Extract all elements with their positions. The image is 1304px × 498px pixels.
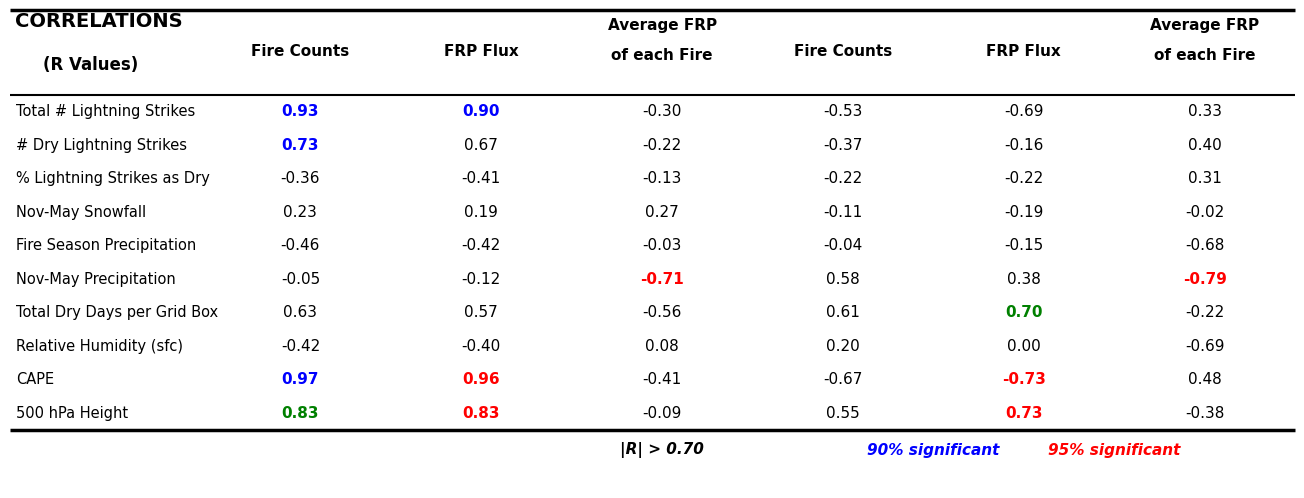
Text: 0.23: 0.23 (283, 205, 317, 220)
Text: -0.42: -0.42 (280, 339, 319, 354)
Text: Fire Season Precipitation: Fire Season Precipitation (16, 238, 196, 253)
Text: -0.56: -0.56 (643, 305, 682, 320)
Text: -0.30: -0.30 (643, 104, 682, 119)
Text: FRP Flux: FRP Flux (986, 44, 1061, 59)
Text: 0.57: 0.57 (464, 305, 498, 320)
Text: CAPE: CAPE (16, 372, 55, 387)
Text: CORRELATIONS: CORRELATIONS (16, 12, 183, 31)
Text: 0.67: 0.67 (464, 138, 498, 153)
Text: % Lightning Strikes as Dry: % Lightning Strikes as Dry (16, 171, 210, 186)
Text: 0.83: 0.83 (463, 406, 499, 421)
Text: 0.70: 0.70 (1005, 305, 1042, 320)
Text: Total # Lightning Strikes: Total # Lightning Strikes (16, 104, 196, 119)
Text: of each Fire: of each Fire (612, 48, 713, 63)
Text: -0.42: -0.42 (462, 238, 501, 253)
Text: -0.38: -0.38 (1185, 406, 1224, 421)
Text: 0.00: 0.00 (1007, 339, 1041, 354)
Text: Fire Counts: Fire Counts (252, 44, 349, 59)
Text: 500 hPa Height: 500 hPa Height (16, 406, 128, 421)
Text: Total Dry Days per Grid Box: Total Dry Days per Grid Box (16, 305, 218, 320)
Text: 0.61: 0.61 (825, 305, 859, 320)
Text: Average FRP: Average FRP (608, 18, 717, 33)
Text: -0.09: -0.09 (643, 406, 682, 421)
Text: -0.67: -0.67 (823, 372, 863, 387)
Text: -0.04: -0.04 (823, 238, 862, 253)
Text: # Dry Lightning Strikes: # Dry Lightning Strikes (16, 138, 186, 153)
Text: -0.11: -0.11 (823, 205, 862, 220)
Text: Fire Counts: Fire Counts (794, 44, 892, 59)
Text: -0.37: -0.37 (823, 138, 863, 153)
Text: 95% significant: 95% significant (1048, 443, 1180, 458)
Text: -0.22: -0.22 (823, 171, 862, 186)
Text: 0.33: 0.33 (1188, 104, 1222, 119)
Text: 0.19: 0.19 (464, 205, 498, 220)
Text: -0.69: -0.69 (1185, 339, 1224, 354)
Text: 0.20: 0.20 (825, 339, 859, 354)
Text: -0.19: -0.19 (1004, 205, 1043, 220)
Text: -0.41: -0.41 (643, 372, 682, 387)
Text: -0.69: -0.69 (1004, 104, 1043, 119)
Text: 90% significant: 90% significant (867, 443, 1000, 458)
Text: -0.71: -0.71 (640, 272, 685, 287)
Text: -0.15: -0.15 (1004, 238, 1043, 253)
Text: -0.03: -0.03 (643, 238, 682, 253)
Text: -0.02: -0.02 (1185, 205, 1224, 220)
Text: -0.36: -0.36 (280, 171, 321, 186)
Text: Nov-May Precipitation: Nov-May Precipitation (16, 272, 176, 287)
Text: 0.48: 0.48 (1188, 372, 1222, 387)
Text: -0.22: -0.22 (643, 138, 682, 153)
Text: -0.73: -0.73 (1001, 372, 1046, 387)
Text: 0.38: 0.38 (1007, 272, 1041, 287)
Text: 0.83: 0.83 (282, 406, 319, 421)
Text: -0.46: -0.46 (280, 238, 319, 253)
Text: Nov-May Snowfall: Nov-May Snowfall (16, 205, 146, 220)
Text: 0.90: 0.90 (463, 104, 499, 119)
Text: |R| > 0.70: |R| > 0.70 (621, 442, 704, 458)
Text: 0.58: 0.58 (825, 272, 859, 287)
Text: 0.27: 0.27 (645, 205, 679, 220)
Text: 0.40: 0.40 (1188, 138, 1222, 153)
Text: 0.93: 0.93 (282, 104, 319, 119)
Text: -0.79: -0.79 (1183, 272, 1227, 287)
Text: -0.12: -0.12 (462, 272, 501, 287)
Text: 0.96: 0.96 (463, 372, 499, 387)
Text: -0.16: -0.16 (1004, 138, 1043, 153)
Text: -0.53: -0.53 (823, 104, 863, 119)
Text: 0.73: 0.73 (1005, 406, 1042, 421)
Text: FRP Flux: FRP Flux (443, 44, 519, 59)
Text: -0.22: -0.22 (1004, 171, 1043, 186)
Text: -0.40: -0.40 (462, 339, 501, 354)
Text: -0.05: -0.05 (280, 272, 319, 287)
Text: 0.31: 0.31 (1188, 171, 1222, 186)
Text: Relative Humidity (sfc): Relative Humidity (sfc) (16, 339, 183, 354)
Text: 0.97: 0.97 (282, 372, 319, 387)
Text: -0.68: -0.68 (1185, 238, 1224, 253)
Text: -0.22: -0.22 (1185, 305, 1224, 320)
Text: of each Fire: of each Fire (1154, 48, 1256, 63)
Text: -0.41: -0.41 (462, 171, 501, 186)
Text: 0.73: 0.73 (282, 138, 319, 153)
Text: (R Values): (R Values) (43, 56, 138, 74)
Text: 0.55: 0.55 (825, 406, 859, 421)
Text: 0.08: 0.08 (645, 339, 679, 354)
Text: 0.63: 0.63 (283, 305, 317, 320)
Text: Average FRP: Average FRP (1150, 18, 1260, 33)
Text: -0.13: -0.13 (643, 171, 682, 186)
